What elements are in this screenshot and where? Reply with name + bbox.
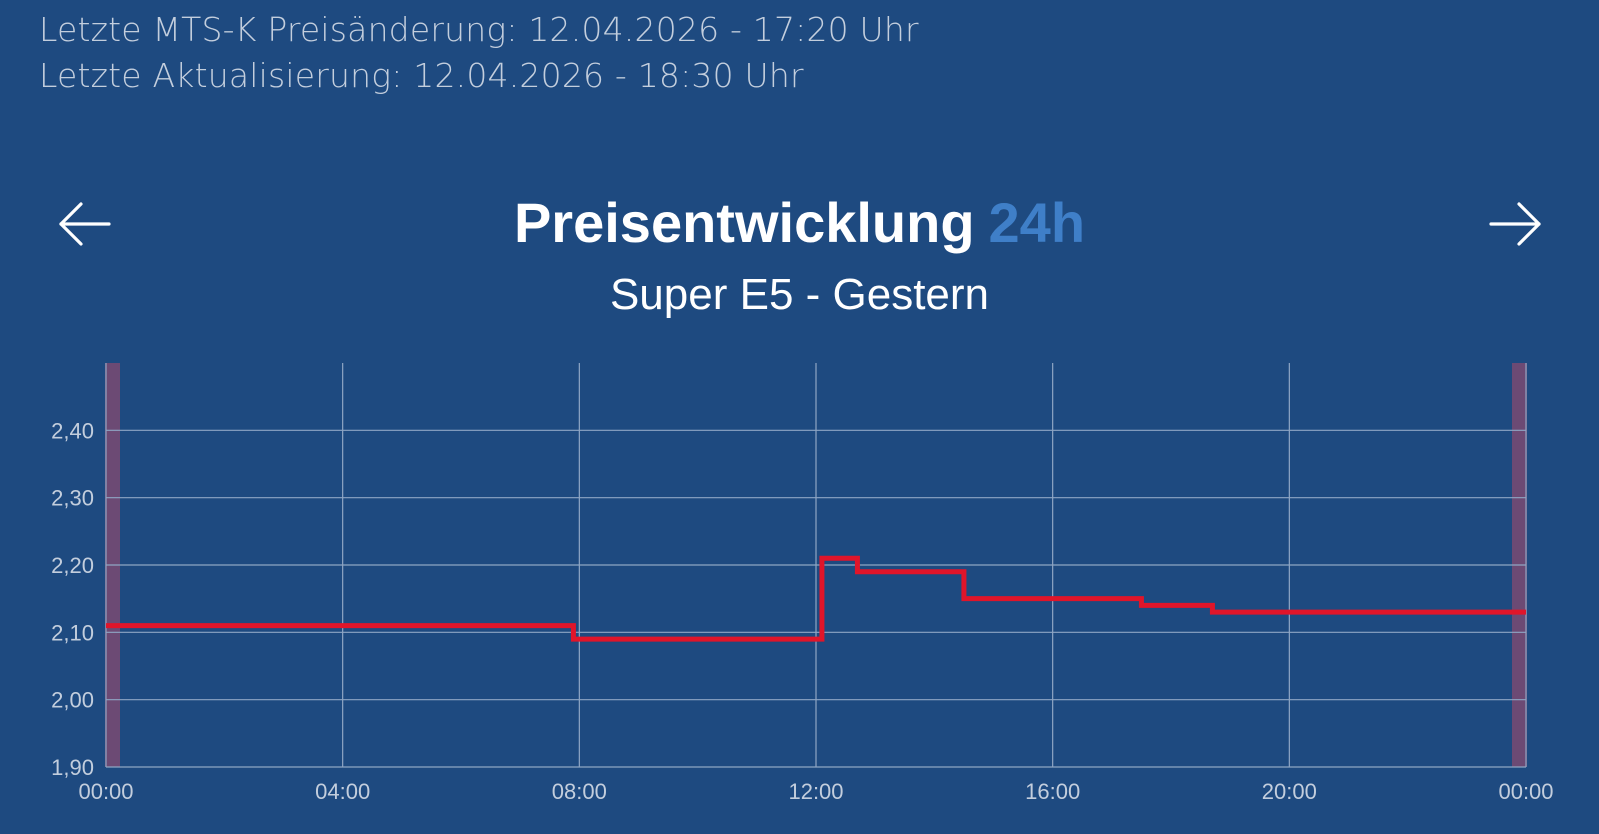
y-tick-label: 2,20 (51, 553, 94, 578)
arrow-right-icon (1489, 202, 1541, 246)
chart-edge-band-right (1512, 363, 1527, 767)
x-tick-label: 04:00 (315, 779, 370, 804)
last-price-change-text: Letzte MTS-K Preisänderung: 12.04.2026 -… (39, 10, 919, 49)
chart-title-period: 24h (988, 191, 1086, 254)
chart-title: Preisentwicklung 24h (0, 190, 1599, 255)
y-tick-label: 2,00 (51, 688, 94, 713)
chart-subtitle: Super E5 - Gestern (609, 270, 990, 319)
price-series-line (106, 555, 1526, 642)
x-tick-label: 00:00 (1498, 779, 1553, 804)
chart-title-text: Preisentwicklung (513, 191, 975, 254)
x-tick-label: 12:00 (788, 779, 843, 804)
arrow-left-icon (59, 202, 111, 246)
next-button[interactable] (1487, 196, 1543, 252)
chart-edge-band-left (105, 363, 120, 767)
x-tick-label: 08:00 (552, 779, 607, 804)
x-tick-label: 00:00 (78, 779, 133, 804)
y-tick-label: 2,30 (51, 486, 94, 511)
x-tick-label: 16:00 (1025, 779, 1080, 804)
y-tick-label: 2,10 (51, 620, 94, 645)
x-tick-label: 20:00 (1262, 779, 1317, 804)
last-update-text: Letzte Aktualisierung: 12.04.2026 - 18:3… (39, 56, 804, 95)
y-tick-label: 2,40 (51, 418, 94, 443)
previous-button[interactable] (57, 196, 113, 252)
y-tick-label: 1,90 (51, 755, 94, 780)
